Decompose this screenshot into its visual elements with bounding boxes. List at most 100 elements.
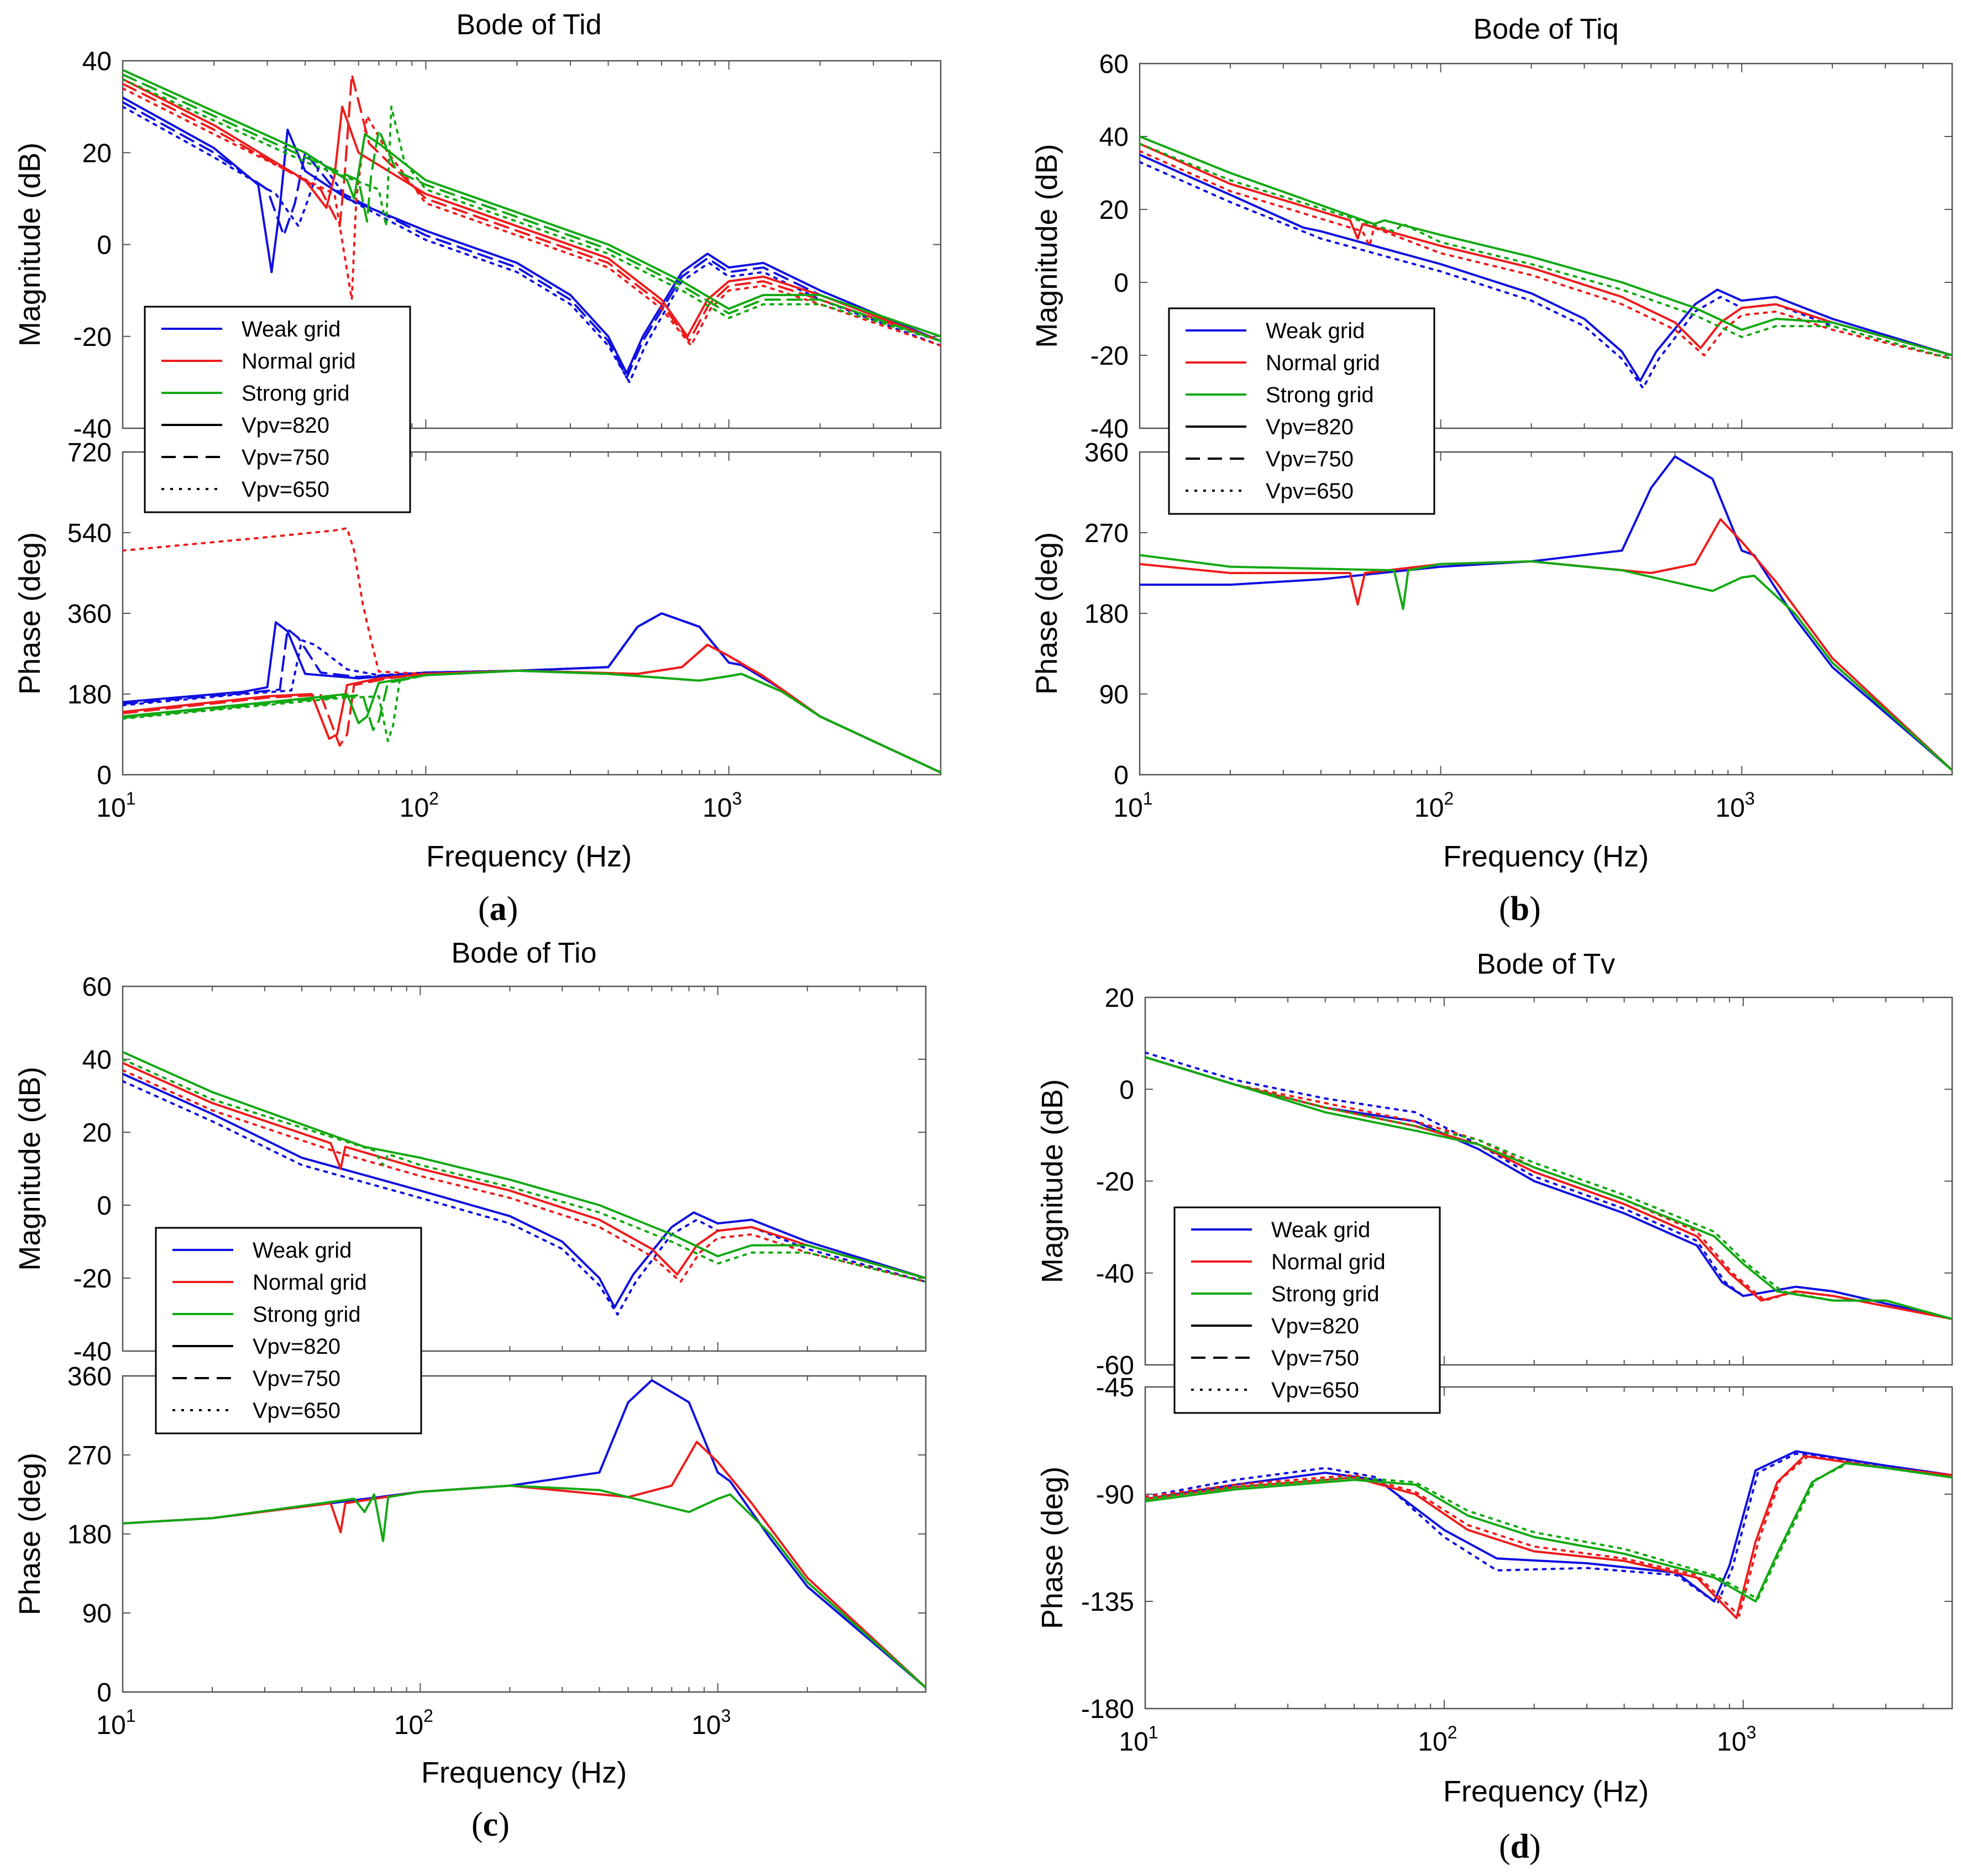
x-tick-base: 10: [394, 1711, 423, 1740]
subfigure-label: (a): [478, 890, 518, 928]
phase-series-line: [123, 669, 941, 774]
chart-title: Bode of Tv: [1477, 948, 1616, 980]
x-axis-label: Frequency (Hz): [1443, 1775, 1649, 1808]
magnitude-y-tick-label: 40: [82, 1045, 112, 1075]
phase-y-tick-label: -90: [1096, 1480, 1134, 1510]
x-tick-base: 10: [96, 1711, 125, 1740]
phase-y-tick-label: 360: [67, 600, 112, 629]
subfigure-letter: c: [483, 1806, 499, 1843]
magnitude-series-line: [123, 96, 941, 375]
magnitude-y-tick-label: 60: [82, 973, 112, 1002]
x-tick-label: 103: [1717, 1722, 1756, 1757]
magnitude-y-tick-label: -20: [1096, 1168, 1134, 1197]
x-tick-label: 101: [1113, 789, 1152, 823]
phase-y-tick-label: 90: [1099, 680, 1129, 710]
magnitude-series-group: [1145, 1051, 1952, 1320]
x-tick-exponent: 1: [126, 1706, 136, 1726]
legend-label: Vpv=820: [1271, 1314, 1359, 1338]
magnitude-series-line: [123, 73, 941, 343]
x-tick-exponent: 1: [126, 789, 136, 808]
x-tick-exponent: 2: [423, 1706, 433, 1726]
phase-axes-frame: [1139, 451, 1953, 776]
magnitude-y-tick-label: -40: [74, 1337, 112, 1367]
phase-y-tick-label: 0: [1114, 761, 1129, 790]
magnitude-series-line: [1140, 150, 1952, 360]
magnitude-series-group: [1140, 135, 1952, 390]
x-tick-label: 102: [400, 789, 439, 823]
x-tick-exponent: 2: [1448, 1722, 1457, 1742]
legend-label: Vpv=820: [1266, 415, 1354, 439]
chart-title: Bode of Tiq: [1473, 13, 1618, 45]
magnitude-series-group: [123, 69, 941, 383]
x-tick-exponent: 3: [732, 789, 742, 808]
legend-box: [155, 1227, 422, 1434]
legend-label: Normal grid: [1271, 1250, 1386, 1274]
magnitude-series-line: [123, 73, 941, 343]
legend-label: Strong grid: [253, 1302, 361, 1327]
phase-series-line: [123, 612, 941, 774]
phase-series-group: [1145, 1450, 1952, 1620]
x-tick-base: 10: [1414, 794, 1444, 823]
x-tick-exponent: 3: [1747, 1722, 1756, 1742]
legend-label: Vpv=750: [253, 1367, 340, 1391]
magnitude-y-tick-label: 0: [1114, 269, 1129, 298]
x-tick-label: 103: [702, 789, 742, 823]
magnitude-y-tick-label: 20: [1099, 196, 1129, 225]
x-tick-base: 10: [1119, 1727, 1148, 1757]
x-tick-label: 102: [1418, 1722, 1457, 1757]
magnitude-series-line: [123, 101, 941, 379]
magnitude-y-tick-label: 20: [82, 139, 112, 168]
legend-label: Weak grid: [1271, 1218, 1370, 1242]
phase-y-tick-label: 720: [67, 438, 112, 467]
chart-title: Bode of Tio: [451, 937, 596, 969]
magnitude-series-line: [123, 106, 941, 383]
phase-series-line: [123, 612, 941, 774]
phase-axes-frame: [1144, 1386, 1953, 1710]
legend-box: [144, 306, 411, 513]
x-tick-exponent: 3: [721, 1706, 731, 1726]
subfigure-label: (d): [1499, 1828, 1541, 1866]
magnitude-y-tick-label: -40: [1096, 1259, 1134, 1289]
magnitude-series-line: [1145, 1056, 1952, 1320]
x-tick-base: 10: [691, 1711, 721, 1740]
x-tick-label: 101: [96, 1706, 135, 1740]
magnitude-series-line: [123, 1080, 926, 1316]
x-tick-label: 101: [1119, 1722, 1158, 1757]
phase-series-line: [1145, 1450, 1952, 1602]
magnitude-y-tick-label: 40: [1099, 123, 1129, 152]
magnitude-series-line: [123, 69, 941, 338]
phase-y-tick-label: 0: [97, 1678, 112, 1707]
x-tick-exponent: 1: [1143, 789, 1153, 808]
magnitude-series-line: [123, 1050, 926, 1279]
legend-label: Normal grid: [242, 349, 356, 374]
magnitude-series-line: [1140, 154, 1952, 382]
magnitude-y-tick-label: -40: [74, 414, 112, 444]
legend: Weak grid Normal grid Strong grid Vpv=820 Vp…: [1168, 307, 1435, 515]
legend-label: Normal grid: [253, 1270, 367, 1295]
phase-series-line: [123, 527, 941, 774]
phase-y-axis-label: Phase (deg): [1036, 1467, 1069, 1629]
magnitude-y-tick-label: 0: [97, 1191, 112, 1221]
magnitude-y-tick-label: -20: [74, 323, 112, 352]
x-axis-label: Frequency (Hz): [421, 1756, 627, 1789]
legend-label: Weak grid: [242, 317, 340, 341]
magnitude-series-line: [1140, 143, 1952, 360]
magnitude-y-axis-label: Magnitude (dB): [1036, 1079, 1069, 1283]
legend-label: Strong grid: [1271, 1282, 1380, 1306]
magnitude-series-line: [123, 1062, 926, 1279]
magnitude-y-tick-label: 0: [1119, 1075, 1134, 1105]
legend-label: Vpv=650: [242, 477, 329, 502]
x-tick-base: 10: [400, 794, 429, 823]
legend-label: Strong grid: [242, 381, 350, 406]
legend-label: Weak grid: [1266, 319, 1365, 343]
magnitude-y-tick-label: 60: [1099, 50, 1129, 79]
phase-series-group: [1140, 455, 1952, 771]
chart-title: Bode of Tid: [456, 9, 601, 41]
phase-y-tick-label: -180: [1081, 1695, 1134, 1724]
legend-box: [1168, 307, 1435, 515]
phase-y-tick-label: 180: [1084, 600, 1129, 629]
legend: Weak grid Normal grid Strong grid Vpv=820 Vp…: [144, 306, 411, 513]
x-tick-label: 101: [96, 789, 135, 823]
magnitude-series-line: [1145, 1051, 1952, 1320]
